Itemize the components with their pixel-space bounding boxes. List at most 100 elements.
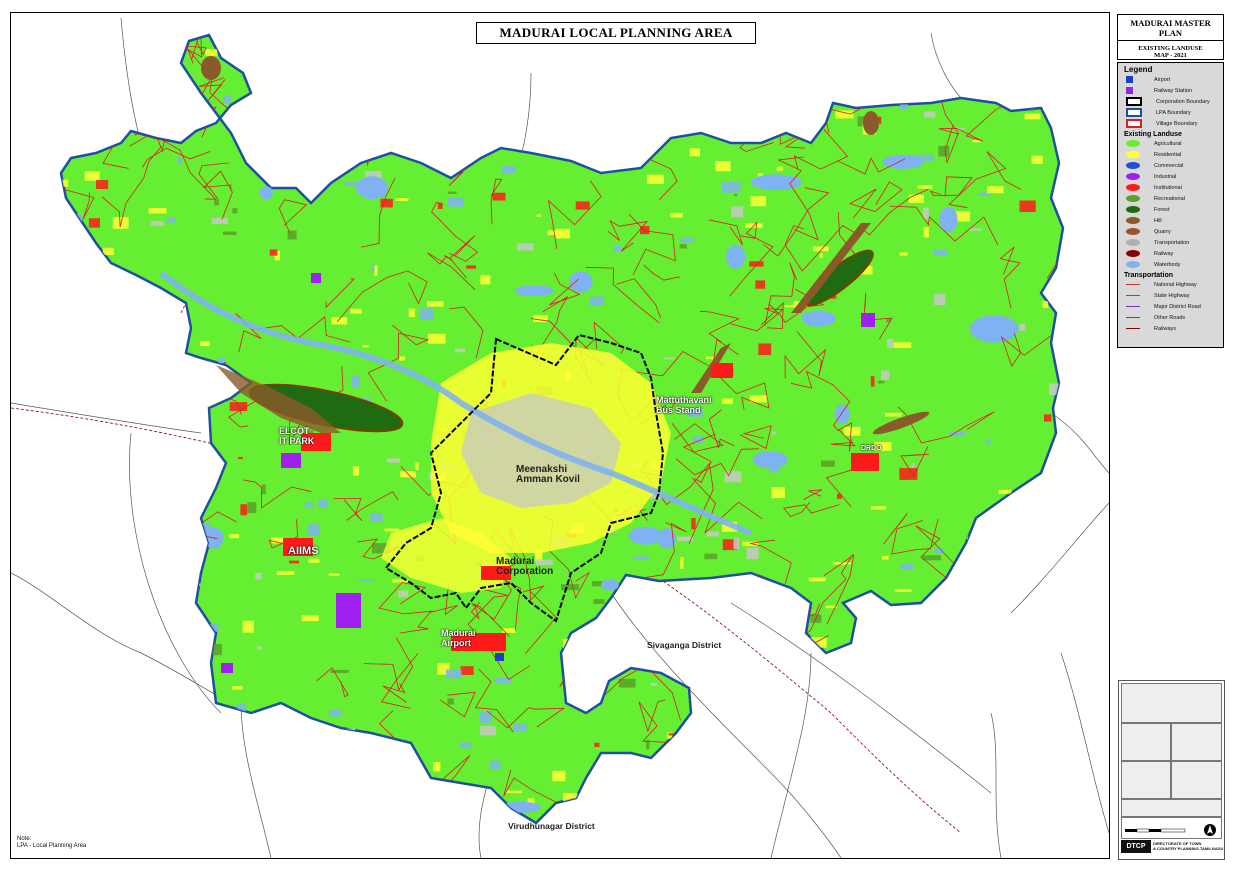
landuse-patch — [232, 686, 243, 690]
village-boundary-line — [235, 313, 262, 353]
legend-swatch — [1126, 162, 1140, 169]
village-boundary-line — [783, 502, 840, 517]
landuse-patch — [776, 166, 784, 171]
landuse-patch — [542, 120, 549, 124]
legend-label: Recreational — [1154, 195, 1185, 202]
landuse-patch — [923, 226, 929, 238]
village-boundary-line — [692, 477, 763, 534]
landuse-patch — [985, 439, 991, 445]
landuse-patch — [949, 431, 966, 437]
landuse-map[interactable] — [11, 13, 1109, 858]
village-boundary-line — [1008, 759, 1035, 811]
landuse-patch — [628, 97, 636, 105]
village-boundary-line — [361, 177, 396, 248]
landuse-patch — [472, 803, 489, 816]
legend-swatch — [1126, 151, 1140, 158]
village-boundary-line — [465, 81, 484, 102]
landuse-patch — [1042, 300, 1049, 308]
legend-label: Quarry — [1154, 228, 1171, 235]
landuse-patch — [1044, 414, 1052, 422]
village-boundary-line — [762, 187, 830, 257]
landuse-patch — [733, 193, 738, 197]
village-boundary-line — [61, 35, 75, 82]
landuse-patch — [759, 815, 776, 820]
landuse-patch — [447, 197, 464, 207]
village-boundary-line — [378, 581, 434, 615]
village-boundary-line — [69, 333, 139, 388]
legend-swatch — [1126, 317, 1140, 318]
landuse-patch — [461, 155, 467, 168]
landuse-patch — [799, 49, 808, 58]
village-boundary-line — [243, 479, 312, 509]
plan-subtitle: EXISTING LANDUSE — [1138, 45, 1203, 52]
landuse-patch — [784, 305, 802, 308]
legend-label: Railway Station — [1154, 87, 1192, 94]
landuse-patch — [427, 145, 445, 150]
village-boundary-line — [585, 266, 660, 324]
landuse-patch — [686, 407, 703, 417]
village-boundary-line — [252, 316, 351, 343]
landuse-patch — [179, 95, 199, 105]
legend-row: State Highway — [1126, 290, 1223, 301]
village-boundary-line — [790, 370, 851, 432]
landuse-patch — [195, 360, 210, 373]
landuse-patch — [922, 555, 942, 561]
landuse-patch — [685, 663, 694, 672]
village-boundary-line — [61, 308, 68, 337]
legend-swatch — [1126, 217, 1140, 224]
village-boundary-line — [700, 310, 740, 343]
dtcp-caption: DIRECTORATE OF TOWN & COUNTRY PLANNING-T… — [1153, 841, 1224, 851]
waterbody-patch — [150, 46, 175, 65]
legend-row: Hill — [1126, 215, 1223, 226]
village-boundary-line — [61, 578, 77, 616]
village-boundary-line — [268, 519, 299, 549]
map-frame[interactable]: MADURAI LOCAL PLANNING AREA Meenakshi Am… — [10, 12, 1110, 859]
place-aiims: AIIMS — [288, 545, 319, 557]
legend-landuse-title: Existing Landuse — [1124, 131, 1182, 138]
landuse-patch — [323, 66, 340, 73]
landuse-patch — [104, 585, 114, 596]
legend-swatch — [1126, 119, 1142, 128]
landuse-patch — [415, 462, 419, 471]
landuse-patch — [51, 770, 59, 774]
landuse-patch — [765, 591, 770, 601]
landuse-patch — [820, 460, 835, 467]
village-boundary-line — [439, 691, 476, 718]
landuse-patch — [211, 217, 229, 224]
landuse-patch — [871, 506, 887, 510]
legend-label: Transportation — [1154, 239, 1190, 246]
landuse-patch — [374, 265, 378, 276]
landuse-patch — [1019, 705, 1034, 715]
landuse-patch — [301, 615, 319, 622]
village-boundary-line — [103, 687, 140, 724]
landuse-patch — [722, 398, 734, 404]
village-boundary-line — [823, 554, 855, 625]
landuse-patch — [80, 510, 88, 515]
landuse-patch — [859, 265, 873, 275]
landuse-patch — [972, 140, 981, 143]
landuse-patch — [722, 539, 738, 551]
legend-row: Major District Road — [1126, 301, 1223, 312]
landuse-patch — [933, 293, 946, 306]
village-boundary-line — [459, 94, 494, 126]
village-boundary-line — [167, 787, 247, 823]
landuse-patch — [344, 829, 348, 832]
corporation-boundary[interactable] — [384, 333, 665, 623]
place-mattuthavani: Mattuthavani Bus Stand — [656, 395, 712, 415]
note-heading: Note: — [17, 836, 32, 842]
landuse-patch — [480, 726, 496, 736]
landuse-patch — [612, 98, 630, 104]
landuse-patch — [161, 689, 168, 701]
landuse-patch — [167, 373, 173, 376]
legend-label: Major District Road — [1154, 303, 1201, 310]
plan-title: MADURAI MASTER PLAN — [1118, 15, 1223, 41]
landuse-patch — [365, 171, 382, 181]
landuse-patch — [535, 62, 548, 69]
landuse-patch — [412, 96, 421, 108]
village-boundary-line — [363, 637, 414, 692]
village-boundary-line — [102, 321, 172, 371]
landuse-patch — [870, 376, 875, 387]
village-boundary-line — [336, 270, 428, 323]
landuse-patch — [813, 246, 829, 252]
village-boundary-line — [61, 527, 86, 580]
